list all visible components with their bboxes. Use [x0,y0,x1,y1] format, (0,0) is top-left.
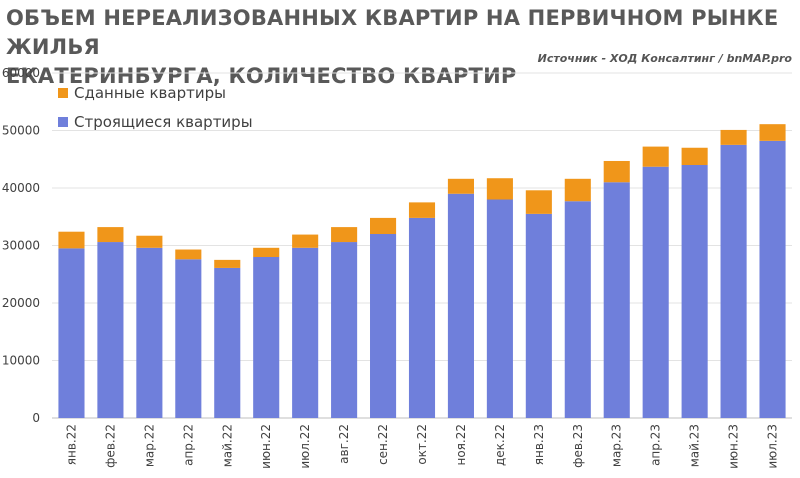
y-tick-label: 40000 [2,181,40,195]
x-tick-label: июл.22 [298,424,312,469]
bar-delivered [603,160,630,183]
legend-label-under-construction: Строящиеся квартиры [74,112,253,131]
bar-under-construction [759,140,786,418]
bar-delivered [759,124,786,141]
x-tick-label: май.23 [688,424,702,467]
bar-under-construction [253,257,280,418]
legend-label-delivered: Сданные квартиры [74,83,226,102]
bar-under-construction [331,242,358,418]
chart-title: ОБЪЕМ НЕРЕАЛИЗОВАННЫХ КВАРТИР НА ПЕРВИЧН… [6,6,779,88]
bar-delivered [97,227,124,243]
legend-swatch-delivered [58,87,68,98]
bar-delivered [175,249,202,260]
bar-under-construction [175,259,202,418]
bar-delivered [447,178,474,194]
bar-delivered [681,147,708,165]
x-tick-label: окт.22 [415,424,429,465]
y-tick-label: 10000 [2,354,40,368]
bar-delivered [136,235,163,248]
bar-under-construction [136,247,163,418]
y-tick-label: 0 [32,411,40,425]
bar-delivered [292,234,319,248]
x-tick-label: апр.22 [181,424,195,466]
bar-under-construction [214,267,241,418]
bar-under-construction [564,201,591,418]
x-tick-label: июл.23 [766,424,780,469]
bar-under-construction [292,247,319,418]
bar-under-construction [447,193,474,418]
bar-under-construction [603,182,630,418]
bar-under-construction [370,234,397,418]
legend: Сданные квартиры Строящиеся квартиры [58,78,253,136]
x-tick-label: авг.22 [337,424,351,464]
x-tick-label: июн.22 [259,424,273,469]
bar-delivered [370,217,397,234]
bar-under-construction [408,217,436,418]
legend-item-delivered: Сданные квартиры [58,78,253,107]
legend-item-under-construction: Строящиеся квартиры [58,107,253,136]
x-tick-label: дек.22 [493,424,507,466]
bar-under-construction [525,213,552,418]
bar-delivered [253,247,280,257]
x-tick-label: июн.23 [727,424,741,469]
bar-under-construction [58,248,85,418]
x-tick-label: фев.23 [571,424,585,468]
bar-delivered [58,231,85,249]
y-tick-label: 60000 [2,66,40,80]
x-tick-label: мар.22 [142,424,156,467]
bar-delivered [214,259,241,268]
bar-delivered [642,146,669,167]
x-tick-label: май.22 [220,424,234,467]
legend-swatch-under-construction [58,116,68,127]
bar-delivered [408,202,436,218]
x-tick-label: фев.22 [103,424,117,468]
y-tick-label: 30000 [2,239,40,253]
bar-delivered [486,178,513,200]
y-tick-label: 20000 [2,296,40,310]
x-tick-label: ноя.22 [454,424,468,466]
bar-under-construction [97,242,124,418]
bar-delivered [331,227,358,243]
bar-delivered [720,129,747,145]
bar-under-construction [681,165,708,418]
x-tick-label: янв.23 [532,424,546,465]
bar-under-construction [720,144,747,418]
x-tick-label: сен.22 [376,424,390,465]
bar-delivered [525,190,552,214]
x-tick-label: янв.22 [64,424,78,465]
x-tick-label: апр.23 [649,424,663,466]
x-tick-label: мар.23 [610,424,624,467]
bar-delivered [564,178,591,202]
source-note: Источник - ХОД Консалтинг / bnMAP.pro [537,52,792,65]
bar-under-construction [642,166,669,418]
bar-under-construction [486,199,513,418]
y-tick-label: 50000 [2,124,40,138]
